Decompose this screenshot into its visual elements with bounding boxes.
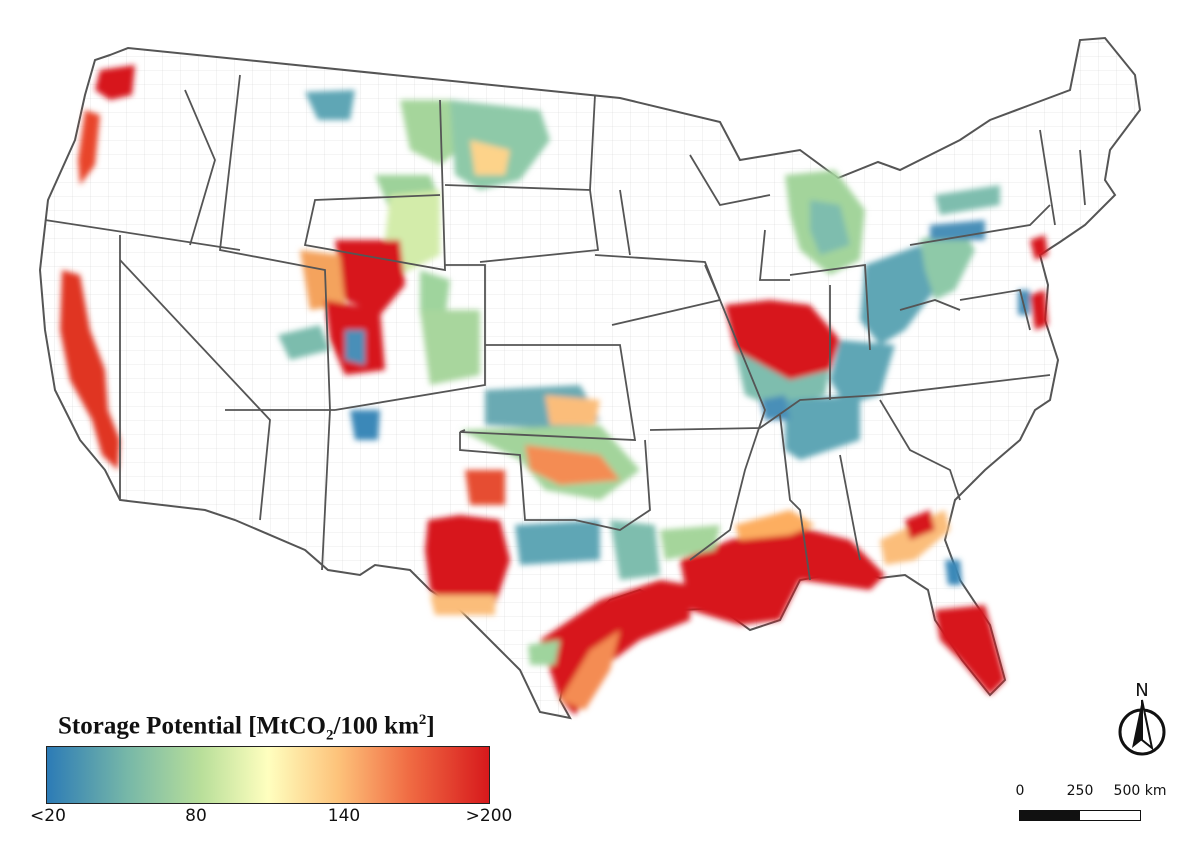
zone-gulf-texas-rim [560,630,620,710]
zone-michigan-core [810,200,850,255]
zone-tennessee [785,395,860,460]
zone-gulf-louisiana [680,525,885,625]
zone-paradox [278,325,330,360]
zone-georgia-red [905,510,935,540]
north-arrow-icon: N [1118,680,1166,756]
zone-appalachian-east [920,225,975,300]
scale-bar-filled-segment [1020,811,1080,820]
zone-wyoming-west [300,250,345,310]
zone-florida-blue [945,560,962,585]
zone-east-texas [610,520,660,580]
zone-texas-gulf-green [528,640,560,665]
zone-wyoming-sw [335,240,405,315]
storage-zones [60,65,1048,715]
zone-colorado-front [420,310,480,385]
state-boundaries [44,74,1086,581]
us-outline [38,36,1142,720]
zone-illinois [725,300,840,380]
scale-bar [1019,810,1141,821]
legend-tick-min: <20 [30,806,66,826]
north-label: N [1135,680,1148,701]
legend-title: Storage Potential [MtCO2/100 km2] [58,712,435,744]
zone-florida [935,605,1005,695]
zone-uinta-blue [345,330,365,365]
zone-permian [425,515,510,610]
legend-tick-80: 80 [185,806,207,826]
scale-label-0: 0 [1015,783,1025,799]
zone-anadarko-core [525,445,620,485]
scale-label-250: 250 [1066,783,1094,799]
zone-fort-worth [515,520,600,565]
zone-ny [935,185,1000,215]
zone-gulf-mississippi [735,510,815,540]
zone-appalachian [860,245,935,345]
zone-palo-duro [465,470,505,505]
zone-delmarva [1030,290,1048,330]
zone-new-jersey [1030,235,1048,260]
zone-washington [95,65,135,100]
zone-wyoming-east [420,270,450,320]
zone-montana-nw [305,90,355,120]
zone-mississippi-green [760,395,790,420]
legend-tick-140: 140 [327,806,361,826]
scale-label-500: 500 km [1113,783,1167,799]
zone-california [60,270,120,470]
zone-san-juan [350,410,380,440]
zone-oregon [78,110,100,185]
zone-williston-core [470,140,510,175]
zone-kansas-south [545,395,600,425]
legend-tick-max: >200 [465,806,513,826]
zone-permian-rim [430,595,495,615]
zone-kentucky [830,340,895,405]
zone-louisiana-green [660,525,720,560]
legend-colorbar [46,746,490,804]
